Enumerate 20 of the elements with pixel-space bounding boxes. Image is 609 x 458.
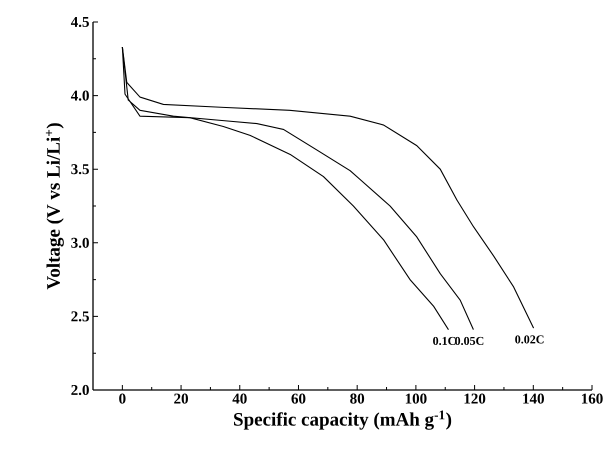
series-label: 0.05C — [455, 336, 484, 345]
x-tick-label: 20 — [174, 394, 188, 404]
x-axis-title: Specific capacity (mAh g$^{-1}$) — [234, 410, 452, 430]
x-tick-label: 40 — [232, 394, 247, 404]
series-label: 0.1C — [433, 336, 456, 345]
y-tick-label: 2.0 — [71, 384, 89, 396]
y-tick-label: 3.0 — [71, 238, 89, 248]
y-tick-label: 3.5 — [71, 164, 89, 174]
x-tick-label: 100 — [406, 394, 427, 404]
x-tick-label: 80 — [350, 394, 364, 404]
x-tick-label: 120 — [464, 394, 486, 404]
x-tick-label: 140 — [523, 394, 544, 404]
y-axis-title: Voltage (V vs Li/Li$^{+}$) — [46, 123, 64, 290]
series-label: 0.02C — [515, 335, 544, 344]
y-tick-label: 4.5 — [70, 16, 89, 28]
y-tick-label: 4.0 — [70, 90, 89, 101]
x-tick-label: 0 — [119, 394, 126, 404]
x-tick-label: 160 — [582, 394, 603, 404]
x-tick-label: 60 — [291, 394, 306, 404]
y-tick-label: 2.5 — [71, 311, 89, 322]
